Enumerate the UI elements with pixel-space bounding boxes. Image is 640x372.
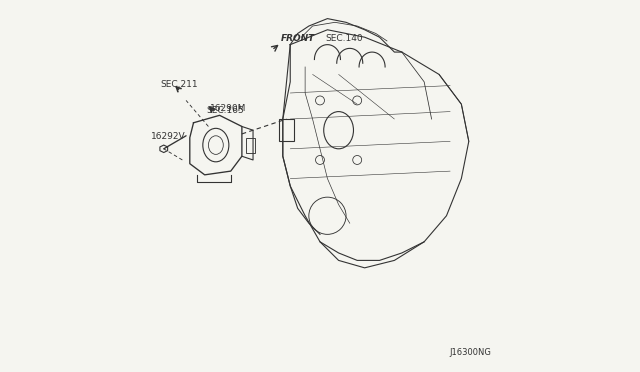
Text: 16290M: 16290M [211,105,246,113]
Text: FRONT: FRONT [281,34,315,43]
Text: 16292V: 16292V [151,132,186,141]
Text: SEC.211: SEC.211 [160,80,198,89]
Text: SEC.140: SEC.140 [326,34,364,43]
Bar [246,138,255,153]
Text: SEC.165: SEC.165 [207,106,244,115]
Text: J16300NG: J16300NG [449,348,491,357]
Bar [279,119,294,141]
